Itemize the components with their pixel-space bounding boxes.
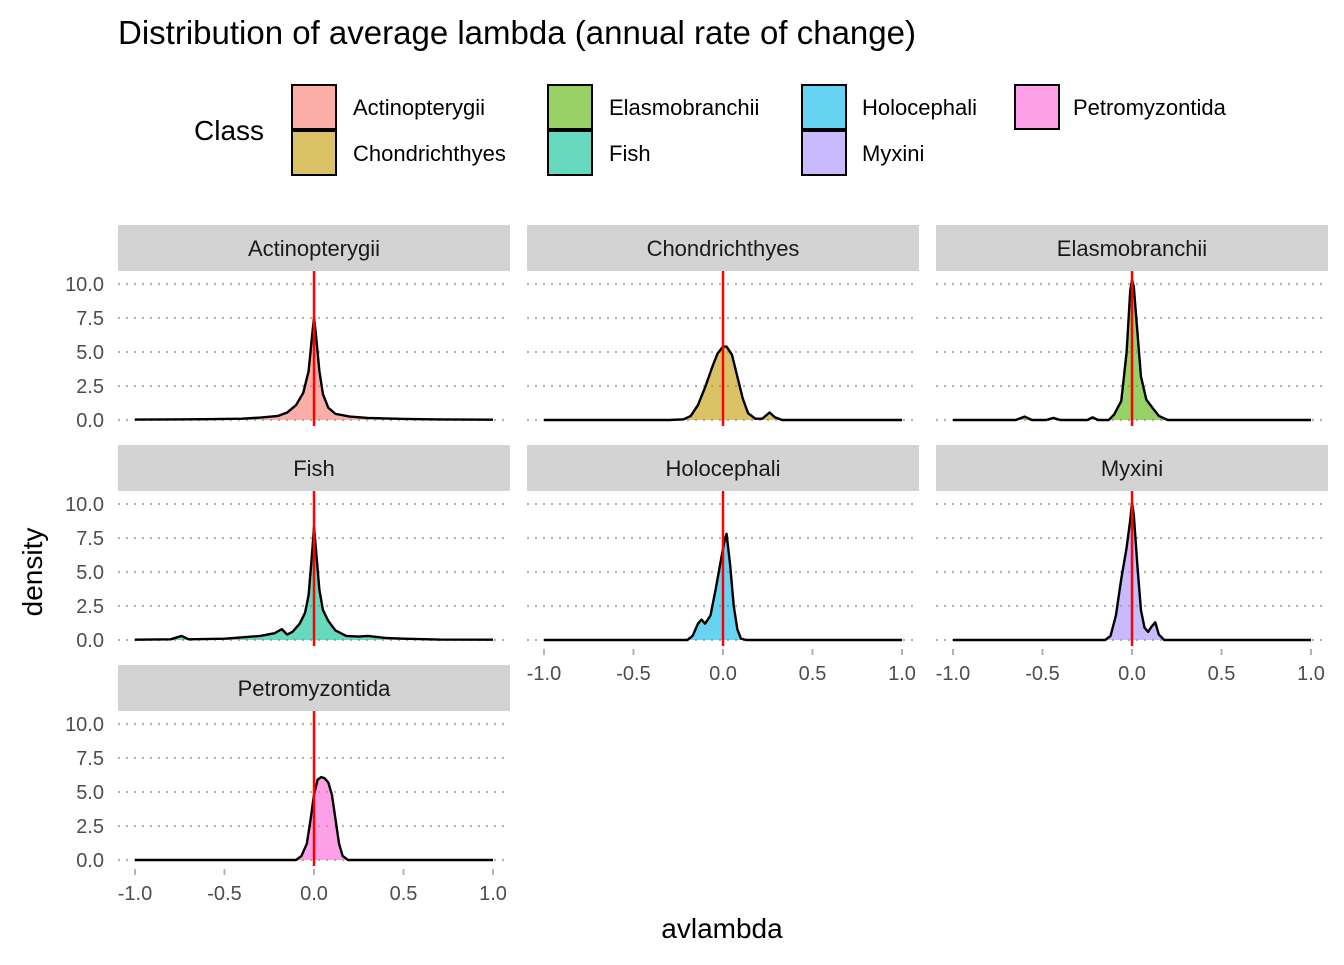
legend: Class Actinopterygii Chondrichthyes Elasmo… (194, 84, 1227, 176)
y-tick-label-petromyzontida-3: 7.5 (76, 748, 104, 770)
panel-chondrichthyes: Chondrichthyes (527, 225, 919, 426)
facet-strip-elasmobranchii (936, 225, 1328, 271)
legend-title: Class (194, 115, 264, 146)
panel-elasmobranchii: Elasmobranchii (936, 225, 1328, 426)
panel-myxini: Myxini -1.0 -0.5 0.0 0.5 1.0 (936, 445, 1328, 685)
chart-title: Distribution of average lambda (annual r… (118, 14, 916, 51)
y-tick-label-actinopterygii-3: 7.5 (76, 308, 104, 330)
x-tick-label-myxini-1: -0.5 (1025, 663, 1059, 685)
legend-label-chondrichthyes: Chondrichthyes (353, 141, 506, 166)
x-tick-label-holocephali-3: 0.5 (799, 663, 827, 685)
y-tick-label-actinopterygii-1: 2.5 (76, 376, 104, 398)
y-tick-label-fish-2: 5.0 (76, 562, 104, 584)
legend-label-fish: Fish (609, 141, 651, 166)
panel-fish: Fish 0.0 2.5 5.0 7.5 10.0 (65, 445, 510, 652)
x-tick-label-petromyzontida-0: -1.0 (118, 883, 152, 905)
x-tick-label-myxini-0: -1.0 (936, 663, 970, 685)
density-line-elasmobranchii (953, 278, 1311, 422)
x-tick-label-petromyzontida-1: -0.5 (207, 883, 241, 905)
panel-holocephali: Holocephali -1.0 -0.5 0.0 0.5 1.0 (527, 445, 919, 685)
legend-label-holocephali: Holocephali (862, 95, 977, 120)
y-tick-label-fish-4: 10.0 (65, 494, 104, 516)
legend-key-holocephali (801, 84, 847, 130)
facet-strip-petromyzontida (118, 665, 510, 711)
density-line-holocephali (544, 532, 902, 642)
panel-petromyzontida: Petromyzontida 0.0 2.5 5.0 7.5 10.0 -1.0 -0.5 0.… (65, 665, 510, 905)
y-tick-label-fish-0: 0.0 (76, 630, 104, 652)
legend-key-myxini (801, 130, 847, 176)
legend-label-petromyzontida: Petromyzontida (1073, 95, 1227, 120)
x-axis-title: avlambda (661, 913, 783, 944)
y-tick-label-fish-3: 7.5 (76, 528, 104, 550)
panel-actinopterygii: Actinopterygii 0.0 2.5 5.0 7.5 10.0 (65, 225, 510, 432)
density-line-fish (134, 525, 494, 641)
x-tick-label-myxini-4: 1.0 (1297, 663, 1325, 685)
y-tick-label-actinopterygii-2: 5.0 (76, 342, 104, 364)
x-tick-label-holocephali-1: -0.5 (616, 663, 650, 685)
x-tick-label-myxini-3: 0.5 (1208, 663, 1236, 685)
x-tick-label-holocephali-4: 1.0 (888, 663, 916, 685)
x-tick-label-petromyzontida-2: 0.0 (300, 883, 328, 905)
legend-label-elasmobranchii: Elasmobranchii (609, 95, 759, 120)
x-tick-label-petromyzontida-4: 1.0 (479, 883, 507, 905)
y-tick-label-petromyzontida-4: 10.0 (65, 714, 104, 736)
facet-strip-label-actinopterygii: Actinopterygii (248, 236, 380, 261)
legend-key-actinopterygii (291, 84, 337, 130)
density-line-myxini (953, 501, 1311, 642)
y-tick-label-petromyzontida-2: 5.0 (76, 782, 104, 804)
facet-strip-label-elasmobranchii: Elasmobranchii (1057, 236, 1207, 261)
facet-strip-label-chondrichthyes: Chondrichthyes (647, 236, 800, 261)
legend-key-petromyzontida (1014, 84, 1060, 130)
x-tick-label-holocephali-0: -1.0 (527, 663, 561, 685)
facet-strip-myxini (936, 445, 1328, 491)
y-tick-label-actinopterygii-4: 10.0 (65, 274, 104, 296)
facet-strip-actinopterygii (118, 225, 510, 271)
density-line-chondrichthyes (544, 345, 902, 422)
facet-panels: Actinopterygii 0.0 2.5 5.0 7.5 10.0 Chondricht… (65, 225, 1328, 905)
facet-strip-label-holocephali: Holocephali (666, 456, 781, 481)
y-tick-label-fish-1: 2.5 (76, 596, 104, 618)
y-tick-label-petromyzontida-0: 0.0 (76, 850, 104, 872)
legend-key-fish (547, 130, 593, 176)
density-line-petromyzontida (135, 775, 493, 862)
x-tick-label-myxini-2: 0.0 (1118, 663, 1146, 685)
facet-strip-chondrichthyes (527, 225, 919, 271)
x-tick-label-petromyzontida-3: 0.5 (390, 883, 418, 905)
legend-label-actinopterygii: Actinopterygii (353, 95, 485, 120)
y-tick-label-petromyzontida-1: 2.5 (76, 816, 104, 838)
facet-strip-label-myxini: Myxini (1101, 456, 1163, 481)
legend-label-myxini: Myxini (862, 141, 924, 166)
facet-strip-fish (118, 445, 510, 491)
facet-strip-label-fish: Fish (293, 456, 335, 481)
y-tick-label-actinopterygii-0: 0.0 (76, 410, 104, 432)
x-tick-label-holocephali-2: 0.0 (709, 663, 737, 685)
y-axis-title: density (17, 528, 48, 617)
legend-key-chondrichthyes (291, 130, 337, 176)
legend-key-elasmobranchii (547, 84, 593, 130)
facet-strip-label-petromyzontida: Petromyzontida (238, 676, 392, 701)
facet-strip-holocephali (527, 445, 919, 491)
